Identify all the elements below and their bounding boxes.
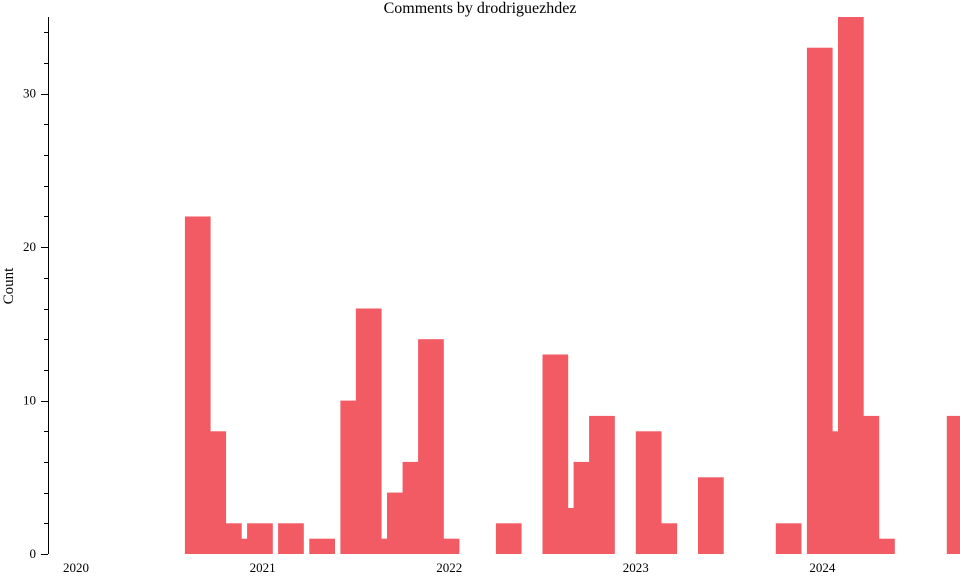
bar: [495, 523, 522, 554]
y-axis-label: Count: [1, 267, 17, 305]
bar: [309, 538, 335, 554]
y-tick-label: 30: [23, 86, 36, 101]
bar: [651, 523, 678, 554]
bar: [247, 523, 273, 554]
bar: [589, 415, 615, 554]
y-tick-label: 10: [23, 393, 36, 408]
x-tick-label: 2020: [63, 560, 89, 575]
x-tick-label: 2024: [809, 560, 836, 575]
x-tick-label: 2022: [436, 560, 462, 575]
bar: [775, 523, 802, 554]
x-ticks: 2020 2021 2022 2023 2024: [63, 560, 836, 575]
bar: [278, 523, 304, 554]
bar: [698, 477, 724, 554]
bar: [355, 308, 382, 554]
chart-title: Comments by drodriguezhdez: [384, 0, 577, 17]
y-ticks: 0 10 20 30: [23, 32, 48, 561]
bar: [418, 339, 444, 554]
bar: [853, 415, 880, 554]
y-tick-label: 0: [30, 546, 37, 561]
bar: [869, 538, 895, 554]
bar: [433, 538, 460, 554]
bars: [184, 17, 960, 554]
y-tick-label: 20: [23, 239, 36, 254]
x-tick-label: 2023: [623, 560, 649, 575]
bar: [946, 415, 960, 554]
x-tick-label: 2021: [250, 560, 276, 575]
